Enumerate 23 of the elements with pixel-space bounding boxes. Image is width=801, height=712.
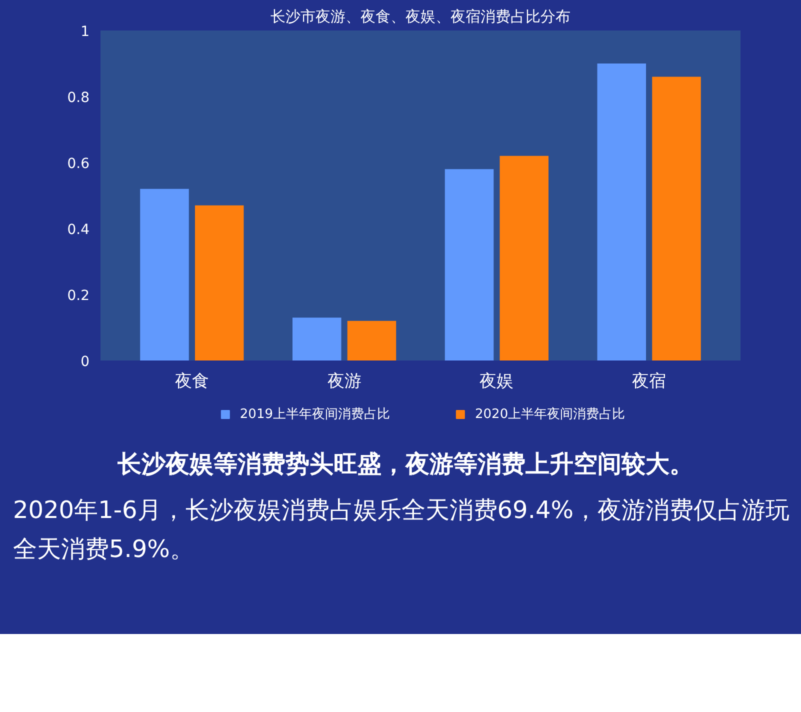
- bar: [444, 169, 494, 360]
- chart-title: 长沙市夜游、夜食、夜娱、夜宿消费占比分布: [270, 8, 570, 26]
- text: 长沙夜娱等消费势头旺盛，夜游等消费上升空间较大。: [116, 449, 694, 480]
- x-tick-label: 夜游: [327, 372, 362, 392]
- bar: [652, 76, 701, 360]
- y-tick-label: 0.8: [67, 90, 90, 106]
- y-tick-label: 1: [80, 24, 90, 40]
- bar: [347, 320, 396, 360]
- x-tick-label: 夜食: [174, 372, 209, 392]
- x-tick-label: 夜娱: [480, 372, 514, 392]
- legend-label: 2020上半年夜间消费占比: [475, 406, 626, 423]
- y-tick-label: 0.6: [67, 156, 90, 172]
- bar: [140, 188, 189, 360]
- text: 2020年1-6月，长沙夜娱消费占娱乐全天消费69.4%，夜游消费仅占游玩全天消费5.9%。: [12, 495, 791, 565]
- x-tick-label: 夜宿: [632, 372, 666, 392]
- bar: [500, 156, 548, 360]
- y-tick-label: 0: [80, 354, 90, 370]
- legend-label: 2019上半年夜间消费占比: [240, 406, 390, 423]
- y-tick-label: 0.4: [67, 222, 90, 238]
- bar: [194, 205, 244, 360]
- bar: [597, 64, 646, 360]
- bar: [292, 318, 342, 360]
- y-tick-label: 0.2: [67, 288, 90, 304]
